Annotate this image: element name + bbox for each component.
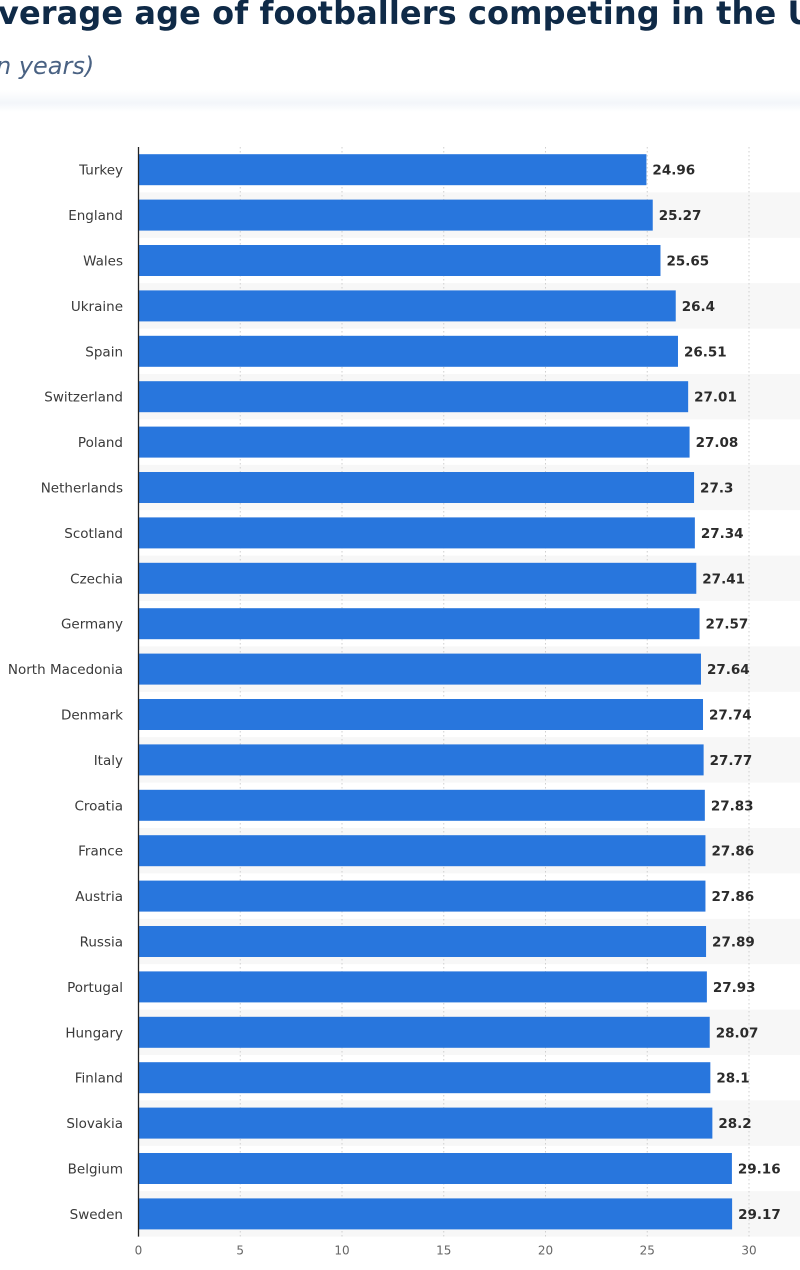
value-label: 26.4 — [682, 299, 715, 315]
category-label: Belgium — [68, 1162, 123, 1178]
category-label: Slovakia — [66, 1116, 123, 1132]
category-label: Italy — [94, 753, 123, 769]
value-label: 25.65 — [666, 254, 709, 270]
category-label: Croatia — [74, 798, 123, 814]
value-label: 27.93 — [713, 980, 756, 996]
x-tick-label: 0 — [135, 1244, 143, 1258]
category-label: Portugal — [67, 980, 123, 996]
value-label: 26.51 — [684, 344, 727, 360]
bar — [138, 335, 678, 367]
bar — [138, 608, 700, 640]
category-label: Finland — [75, 1071, 123, 1087]
bar — [138, 562, 697, 594]
category-label: Wales — [83, 254, 123, 270]
bar — [138, 1107, 713, 1139]
value-label: 27.77 — [710, 753, 753, 769]
gridlines — [239, 147, 750, 1237]
x-tick-label: 20 — [538, 1244, 553, 1258]
value-label: 24.96 — [652, 163, 695, 179]
bar — [138, 290, 676, 322]
category-labels: Turkey England Wales Ukraine Spain Switzerlan… — [8, 163, 123, 1223]
category-label: Spain — [85, 344, 123, 360]
bar — [138, 1153, 732, 1184]
bar — [138, 426, 690, 458]
value-label: 29.17 — [738, 1207, 781, 1223]
bar — [138, 245, 661, 276]
bar — [138, 1016, 710, 1048]
header-divider — [0, 90, 800, 112]
category-label: Austria — [75, 889, 123, 905]
category-label: Czechia — [70, 571, 123, 587]
category-label: Netherlands — [41, 481, 123, 497]
bar — [138, 1062, 711, 1094]
x-axis-ticks: 0 5 10 15 20 25 30 — [135, 1244, 757, 1258]
bar — [138, 789, 705, 821]
bar — [138, 653, 701, 685]
category-label: Russia — [80, 935, 123, 951]
category-label: England — [68, 208, 123, 224]
value-label: 27.86 — [711, 889, 754, 905]
bar — [138, 517, 695, 549]
bar — [138, 199, 653, 231]
bar — [138, 926, 707, 957]
value-label: 27.86 — [711, 844, 754, 860]
category-label: Germany — [61, 617, 123, 633]
category-label: Scotland — [64, 526, 123, 542]
x-tick-label: 25 — [640, 1244, 655, 1258]
bar — [138, 154, 647, 186]
x-tick-label: 10 — [334, 1244, 349, 1258]
category-label: Sweden — [70, 1207, 123, 1223]
x-tick-label: 15 — [436, 1244, 451, 1258]
value-label: 25.27 — [659, 208, 702, 224]
bar — [138, 472, 695, 503]
value-label: 28.07 — [716, 1025, 759, 1041]
category-label: France — [78, 844, 123, 860]
category-label: Ukraine — [71, 299, 123, 315]
category-label: Poland — [78, 435, 123, 451]
bar — [138, 835, 706, 867]
bar — [138, 1198, 733, 1230]
value-label: 27.34 — [701, 526, 744, 542]
value-label: 27.57 — [706, 617, 749, 633]
category-label: Turkey — [78, 163, 123, 179]
value-label: 27.3 — [700, 481, 733, 497]
value-labels: 24.96 25.27 25.65 26.4 26.51 27.01 27.08 27.3 27… — [652, 163, 780, 1223]
x-tick-label: 5 — [236, 1244, 244, 1258]
value-label: 27.41 — [702, 571, 745, 587]
chart-subtitle: n years) — [0, 52, 95, 80]
category-label: Switzerland — [44, 390, 123, 406]
bar — [138, 699, 704, 730]
category-label: North Macedonia — [8, 662, 123, 678]
bar — [138, 381, 689, 413]
value-label: 27.83 — [711, 798, 754, 814]
bar — [138, 880, 706, 912]
value-label: 27.64 — [707, 662, 750, 678]
chart-title: verage age of footballers competing in t… — [0, 0, 800, 32]
value-label: 27.89 — [712, 935, 755, 951]
category-label: Hungary — [65, 1025, 123, 1041]
value-label: 29.16 — [738, 1162, 781, 1178]
value-label: 28.2 — [718, 1116, 751, 1132]
value-label: 27.08 — [696, 435, 739, 451]
bars — [138, 154, 733, 1230]
value-label: 27.01 — [694, 390, 737, 406]
category-label: Denmark — [61, 708, 123, 724]
value-label: 27.74 — [709, 708, 752, 724]
bar — [138, 971, 707, 1003]
x-tick-label: 30 — [741, 1244, 756, 1258]
bar — [138, 744, 704, 776]
value-label: 28.1 — [716, 1071, 749, 1087]
